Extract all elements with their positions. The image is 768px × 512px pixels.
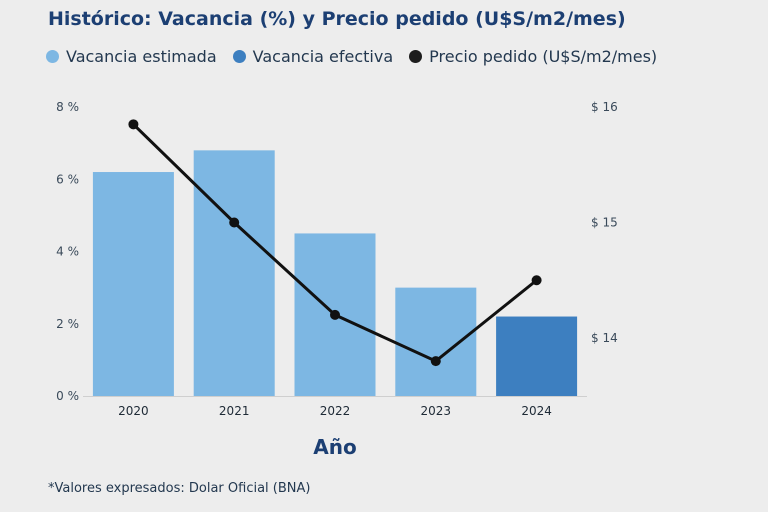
y-tick-label-right: $ 16 [591,100,618,114]
legend-item-estimada: Vacancia estimada [46,47,217,66]
y-tick-label-left: 2 % [56,317,79,331]
footnote: *Valores expresados: Dolar Oficial (BNA) [48,481,311,496]
price-point-2021 [229,217,240,228]
legend-swatch-estimada [46,50,59,63]
price-point-2020 [128,119,139,130]
y-tick-label-right: $ 15 [591,216,618,230]
price-point-2023 [430,356,441,367]
x-tick-label: 2024 [521,404,552,418]
price-point-2024 [531,275,542,286]
legend-label-estimada: Vacancia estimada [66,47,217,66]
bar-2024 [496,316,578,396]
chart-title: Histórico: Vacancia (%) y Precio pedido … [48,8,626,30]
legend-item-efectiva: Vacancia efectiva [232,47,394,66]
legend-label-efectiva: Vacancia efectiva [252,47,394,66]
legend-swatch-efectiva [232,50,246,63]
legend: Vacancia estimada Vacancia efectiva Prec… [46,47,657,66]
y-tick-label-left: 6 % [56,172,79,186]
bar-2020 [92,172,174,396]
y-tick-label-left: 8 % [56,100,79,114]
legend-swatch-precio [409,50,423,63]
x-tick-label: 2020 [118,404,149,418]
y-tick-label-left: 4 % [56,245,79,259]
x-axis-label: Año [313,435,356,459]
x-tick-label: 2023 [421,404,452,418]
y-tick-label-left: 0 % [56,389,79,403]
y-tick-label-right: $ 14 [591,331,618,345]
x-tick-label: 2021 [219,404,250,418]
legend-label-precio: Precio pedido (U$S/m2/mes) [429,47,658,66]
bar-2021 [193,150,275,396]
bar-2023 [395,287,477,396]
x-tick-label: 2022 [320,404,351,418]
price-point-2022 [330,309,340,320]
legend-item-precio: Precio pedido (U$S/m2/mes) [409,47,657,66]
